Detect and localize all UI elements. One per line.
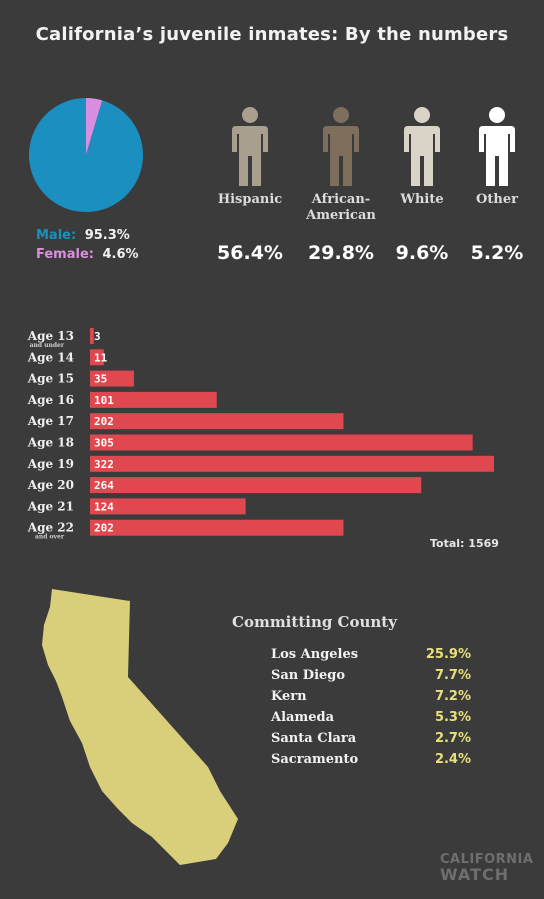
female-value: 4.6% <box>102 247 139 262</box>
bar-value-label: 35 <box>94 373 107 386</box>
ethnicity-label: White <box>400 192 444 207</box>
county-name: San Diego <box>271 668 346 683</box>
county-name: Los Angeles <box>271 647 359 662</box>
county-name: Alameda <box>271 710 334 725</box>
county-row: Los Angeles 25.9% <box>271 647 471 667</box>
bar-age-14 <box>90 349 104 366</box>
ethnicity-white: White 9.6% <box>377 106 467 264</box>
bar-total: Total: 1569 <box>430 537 499 550</box>
bar-value-label: 124 <box>94 500 114 513</box>
male-value: 95.3% <box>84 228 130 243</box>
bar-age-15 <box>90 370 134 387</box>
person-body <box>323 126 359 186</box>
bar-category-sublabel: and under <box>30 342 65 349</box>
total-label: Total: <box>430 537 465 550</box>
person-icon <box>479 107 515 186</box>
person-figure <box>323 107 359 186</box>
pie-slice-female <box>86 98 103 155</box>
person-body <box>232 126 268 186</box>
person-figure <box>232 107 268 186</box>
ethnicity-hispanic: Hispanic 56.4% <box>205 106 295 264</box>
county-name: Sacramento <box>271 752 359 767</box>
ethnicity-other: Other 5.2% <box>452 106 542 264</box>
ethnicity-value: 29.8% <box>308 242 374 264</box>
bar-age-13 <box>90 328 94 344</box>
bar-value-label: 3 <box>94 330 101 343</box>
bar-category-label: Age 21 <box>27 499 74 513</box>
person-icon <box>323 107 359 186</box>
bar-age-19 <box>90 455 494 472</box>
county-row: San Diego 7.7% <box>271 668 471 688</box>
bar-age-20 <box>90 477 422 494</box>
county-value: 25.9% <box>425 647 471 662</box>
bar-value-label: 305 <box>94 437 114 450</box>
county-row: Santa Clara 2.7% <box>271 731 471 751</box>
county-row: Alameda 5.3% <box>271 710 471 730</box>
person-icon <box>232 107 268 186</box>
bar-value-label: 202 <box>94 415 114 428</box>
female-stat: Female: 4.6% <box>36 247 139 262</box>
pie-slice-male <box>28 98 143 212</box>
county-row: Kern 7.2% <box>271 689 471 709</box>
ethnicity-label: Hispanic <box>217 192 283 207</box>
person-icon <box>404 107 440 186</box>
gender-pie-chart <box>28 98 143 212</box>
county-value: 2.7% <box>434 731 471 746</box>
bar-value-label: 101 <box>94 394 114 407</box>
bar-category-label: Age 15 <box>27 372 74 386</box>
bar-age-22 <box>90 519 344 536</box>
person-head <box>242 107 258 123</box>
bar-category-label: Age 17 <box>27 414 74 428</box>
male-stat: Male: 95.3% <box>36 228 130 243</box>
county-value: 7.7% <box>434 668 471 683</box>
person-head <box>333 107 349 123</box>
bar-category-label: Age 22 <box>27 521 74 535</box>
bar-category-label: Age 20 <box>27 478 74 492</box>
bar-category-label: Age 14 <box>27 350 74 364</box>
total-value: 1569 <box>468 537 499 550</box>
logo-line-2: WATCH <box>440 865 510 884</box>
california-watch-logo: CALIFORNIA WATCH <box>440 852 535 884</box>
female-label: Female: <box>36 247 94 262</box>
county-value: 2.4% <box>434 752 471 767</box>
county-value: 5.3% <box>434 710 471 725</box>
person-body <box>404 126 440 186</box>
person-figure <box>404 107 440 186</box>
ethnicity-value: 5.2% <box>470 242 524 264</box>
bar-value-label: 322 <box>94 458 114 471</box>
county-row: Sacramento 2.4% <box>271 752 471 772</box>
bar-age-17 <box>90 413 344 430</box>
ethnicity-value: 9.6% <box>395 242 449 264</box>
bar-category-sublabel: and over <box>35 534 65 541</box>
person-figure <box>479 107 515 186</box>
bar-value-label: 264 <box>94 479 114 492</box>
person-head <box>489 107 505 123</box>
bar-category-label: Age 18 <box>27 436 74 450</box>
ethnicity-label: African- American <box>306 192 376 223</box>
county-title: Committing County <box>232 613 397 631</box>
bar-age-18 <box>90 434 473 451</box>
county-name: Santa Clara <box>271 731 357 746</box>
male-label: Male: <box>36 228 77 243</box>
county-value: 7.2% <box>434 689 471 704</box>
person-body <box>479 126 515 186</box>
ethnicity-african-american: African- American 29.8% <box>296 106 386 264</box>
bar-value-label: 11 <box>94 351 108 364</box>
bar-age-21 <box>90 498 246 515</box>
ethnicity-value: 56.4% <box>217 242 283 264</box>
ethnicity-label: Other <box>476 192 518 207</box>
california-map-icon <box>42 589 238 865</box>
bar-category-label: Age 19 <box>27 457 74 471</box>
infographic-title: California’s juvenile inmates: By the nu… <box>35 24 509 45</box>
person-head <box>414 107 430 123</box>
county-name: Kern <box>271 689 307 704</box>
logo-line-1: CALIFORNIA <box>440 852 534 867</box>
bar-age-16 <box>90 391 217 408</box>
bar-value-label: 202 <box>94 522 114 535</box>
california-shape <box>42 589 238 865</box>
bar-category-label: Age 16 <box>27 393 74 407</box>
bar-category-label: Age 13 <box>27 329 74 343</box>
